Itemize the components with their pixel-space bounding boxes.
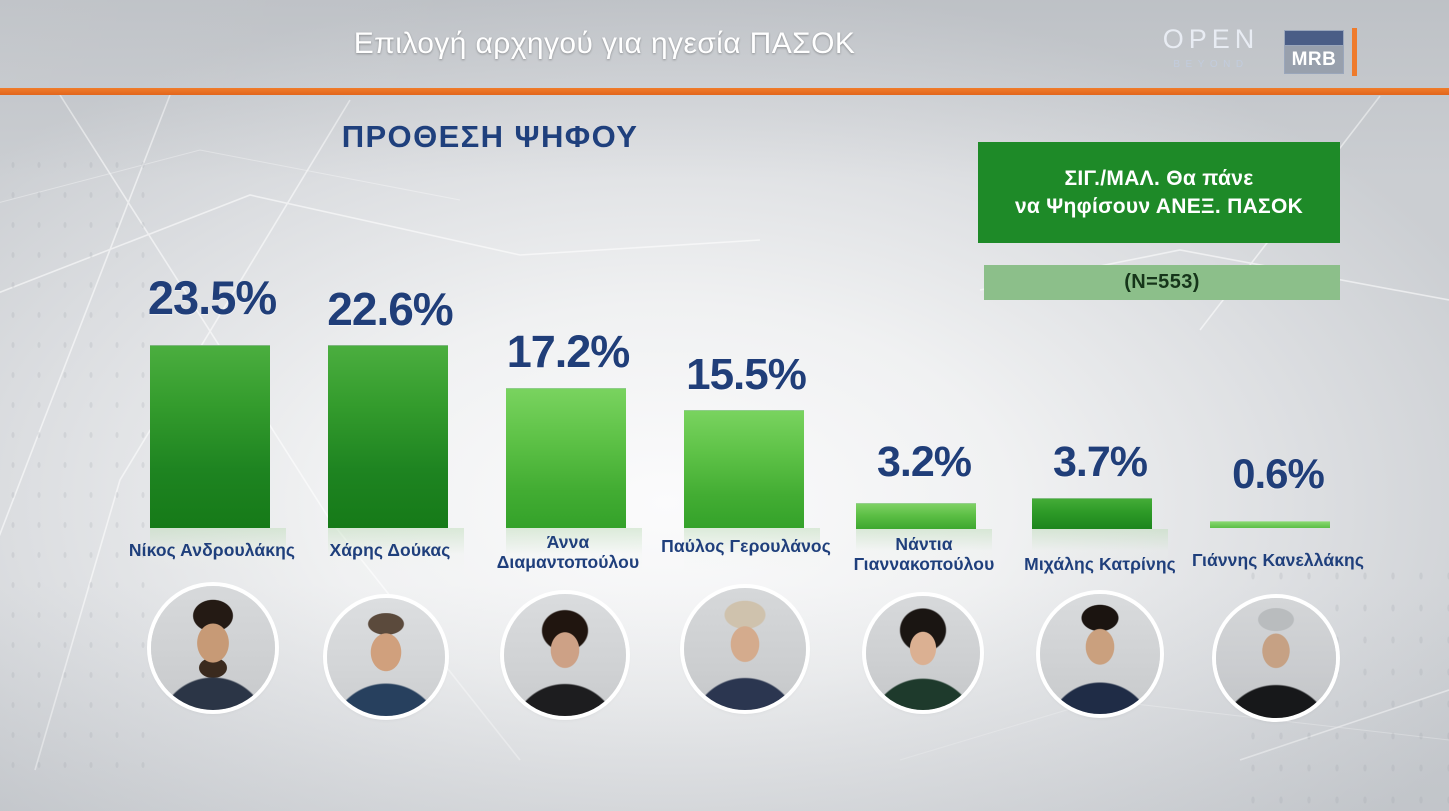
open-logo-text: OPEN (1162, 24, 1260, 54)
segment-title-line2: να Ψηφίσουν ΑΝΕΞ. ΠΑΣΟΚ (1014, 194, 1304, 218)
bar-front-face-0 (150, 345, 270, 528)
header-bar (0, 0, 1449, 88)
bar-reflection-5 (1032, 529, 1168, 565)
avatar-photo-6 (1216, 598, 1336, 718)
bar-category-line1-6: Γιάννης Κανελλάκης (1191, 550, 1365, 570)
header-accent-rule (0, 88, 1449, 95)
bar-3 (684, 410, 820, 528)
bar-value-label-4: 3.2% (876, 438, 972, 486)
bar-2 (506, 388, 642, 528)
bar-category-line1-2: Άννα (546, 532, 590, 552)
avatar-photo-5 (1040, 594, 1160, 714)
bar-category-line2-2: Διαμαντοπούλου (496, 552, 640, 573)
bar-front-face-4 (856, 503, 976, 529)
bar-value-label-6: 0.6% (1232, 450, 1325, 497)
bar-value-label-0: 23.5% (147, 271, 277, 324)
bar-category-label-6: Γιάννης Κανελλάκης (1188, 550, 1368, 570)
bar-reflection-2 (506, 528, 642, 572)
mrb-logo: MRB (1284, 30, 1344, 74)
bar-5 (1032, 498, 1168, 529)
page-title: Επιλογή αρχηγού για ηγεσία ΠΑΣΟΚ (353, 27, 856, 60)
bar-category-line1-3: Παύλος Γερουλάνος (661, 536, 831, 556)
candidate-avatar-2 (504, 594, 626, 716)
bar-reflection-1 (328, 528, 464, 572)
open-beyond-logo: OPEN BEYOND (1151, 24, 1271, 71)
avatar-photo-4 (866, 596, 980, 710)
bar-category-line1-0: Νίκος Ανδρουλάκης (128, 540, 296, 560)
bar-6 (1210, 521, 1346, 528)
bar-0 (150, 345, 286, 528)
avatar-photo-0 (151, 586, 275, 710)
mrb-accent-bar (1352, 28, 1357, 76)
candidate-avatar-6 (1216, 598, 1336, 718)
bar-category-label-3: Παύλος Γερουλάνος (656, 536, 836, 556)
bar-category-line2-4: Γιαννακοπούλου (853, 554, 995, 575)
segment-info-box: ΣΙΓ./ΜΑΛ. Θα πάνε να Ψηφίσουν ΑΝΕΞ. ΠΑΣΟ… (978, 142, 1340, 243)
candidate-avatar-0 (151, 586, 275, 710)
bar-category-label-4: Νάντια Γιαννακοπούλου (834, 534, 1014, 574)
avatar-photo-2 (504, 594, 626, 716)
chart-title: ΠΡΟΘΕΣΗ ΨΗΦΟΥ (341, 119, 639, 154)
header-sheen (0, 0, 1449, 88)
bar-category-line1-5: Μιχάλης Κατρίνης (1024, 554, 1176, 574)
bar-reflection-4 (856, 529, 992, 565)
bar-value-label-5: 3.7% (1052, 438, 1148, 486)
bar-reflection-3 (684, 528, 820, 572)
segment-title-line1: ΣΙΓ./ΜΑΛ. Θα πάνε (1064, 166, 1254, 190)
open-logo-subtext: BEYOND (1173, 59, 1249, 70)
bar-value-label-3: 15.5% (686, 350, 807, 399)
candidate-avatar-3 (684, 588, 806, 710)
candidate-avatar-1 (327, 598, 445, 716)
candidate-avatar-5 (1040, 594, 1160, 714)
bar-1 (328, 345, 464, 528)
bar-front-face-3 (684, 410, 804, 528)
bar-category-line1-4: Νάντια (895, 534, 953, 554)
candidate-avatar-4 (866, 596, 980, 710)
mrb-logo-text: MRB (1285, 46, 1343, 73)
avatar-photo-3 (684, 588, 806, 710)
bar-reflection-0 (150, 528, 286, 572)
bar-category-label-2: Άννα Διαμαντοπούλου (478, 532, 658, 572)
bar-category-label-5: Μιχάλης Κατρίνης (1010, 554, 1190, 574)
bar-front-face-2 (506, 388, 626, 528)
avatar-photo-1 (327, 598, 445, 716)
bar-category-line1-1: Χάρης Δούκας (329, 540, 451, 560)
bar-category-label-0: Νίκος Ανδρουλάκης (122, 540, 302, 560)
bar-4 (856, 503, 992, 529)
bar-front-face-1 (328, 345, 448, 528)
background-dot-texture-left (0, 150, 150, 790)
bar-front-face-5 (1032, 498, 1152, 529)
bar-value-label-2: 17.2% (506, 326, 631, 377)
bar-value-label-1: 22.6% (327, 283, 453, 335)
sample-size-badge: (N=553) (984, 265, 1340, 300)
mrb-logo-top-band (1285, 31, 1343, 46)
bar-front-face-6 (1210, 521, 1330, 528)
bar-category-label-1: Χάρης Δούκας (300, 540, 480, 560)
